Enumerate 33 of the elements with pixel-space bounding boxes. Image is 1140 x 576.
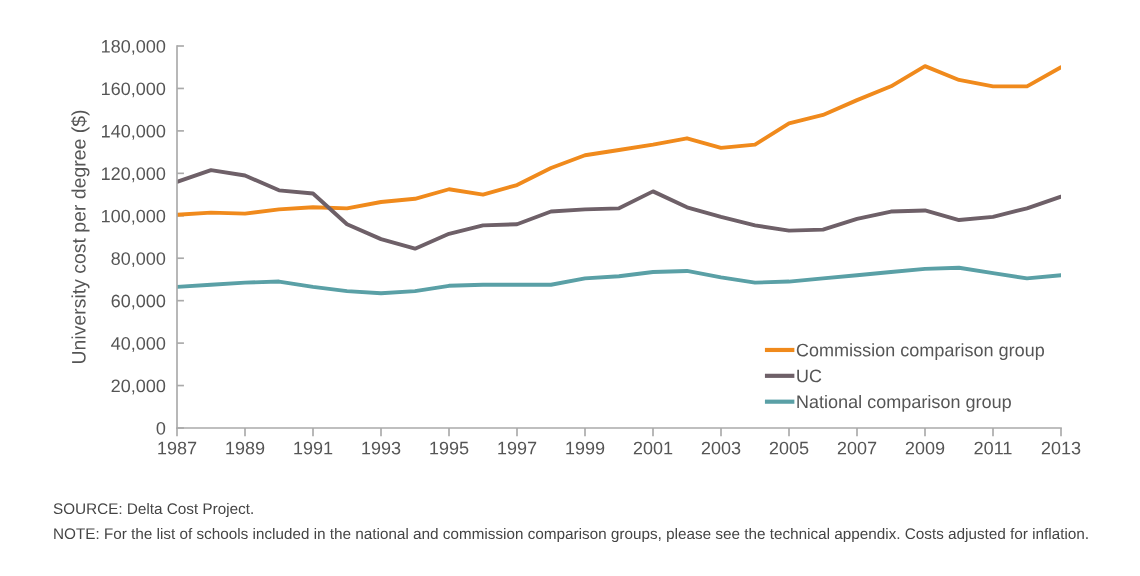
x-tick-label: 2013 (1041, 441, 1081, 455)
y-tick-label: 160,000 (102, 82, 166, 98)
x-tick-label: 1989 (226, 441, 265, 455)
x-tick-label: 1991 (294, 441, 333, 455)
x-tick-label: 2011 (974, 441, 1012, 455)
x-tick-label: 2005 (769, 441, 809, 455)
x-tick-label: 2003 (701, 441, 741, 455)
x-tick-label: 1995 (430, 441, 469, 455)
y-tick-label: 100,000 (102, 209, 166, 225)
legend-label: Commission comparison group (796, 343, 1045, 361)
line-series (177, 64, 1061, 217)
source-note: SOURCE: Delta Cost Project. (53, 502, 253, 518)
text: NOTE: For the list of schools included in the national and commission comparison groups, please see the technical appendix. Costs adjusted for inflation. (54, 527, 1088, 543)
y-tick-label: 20,000 (111, 379, 166, 395)
x-tick-label: 2007 (837, 441, 877, 455)
y-axis-title: University cost per degree ($) (71, 110, 90, 364)
legend-label: National comparison group (797, 394, 1011, 412)
y-tick-label: 120,000 (102, 167, 166, 183)
y-tick-label: 60,000 (111, 294, 166, 310)
x-tick-label: 1997 (498, 441, 537, 455)
x-tick-label: 1987 (158, 441, 197, 455)
y-tick-label: 140,000 (102, 124, 166, 140)
legend-label: UC (797, 369, 822, 383)
x-tick-label: 2009 (905, 441, 945, 455)
y-tick-label: 40,000 (111, 337, 166, 352)
y-tick-label: 80,000 (111, 252, 166, 268)
y-tick-label: 180,000 (102, 39, 166, 55)
line-series (177, 265, 1061, 296)
line-series (177, 168, 1061, 251)
x-tick-label: 1993 (362, 441, 401, 455)
x-tick-label: 1999 (566, 441, 605, 455)
x-tick-label: 2001 (633, 441, 673, 455)
y-tick-label: 0 (156, 421, 166, 435)
